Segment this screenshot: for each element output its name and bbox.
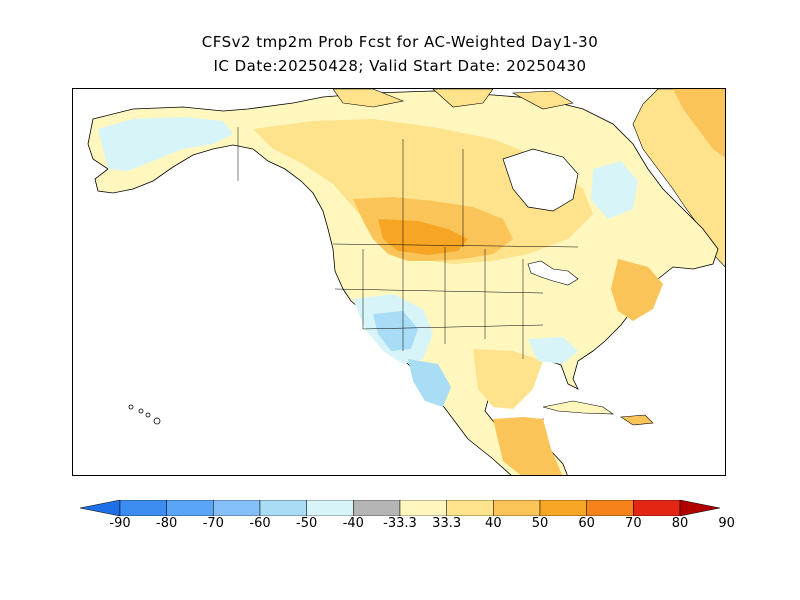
- northeast-warm-region: [611, 259, 663, 321]
- colorbar-tick-label: 90: [718, 516, 735, 531]
- colorbar-cell: [306, 500, 354, 516]
- colorbar-cell: [446, 500, 494, 516]
- northern-plains-hot-core: [378, 219, 468, 255]
- color-legend-bar: [80, 500, 720, 516]
- north-america-map: [73, 89, 725, 475]
- map-title-line2: IC Date:20250428; Valid Start Date: 2025…: [213, 57, 587, 75]
- colorbar-tick-label: -70: [202, 516, 224, 531]
- colorbar-cell: [633, 500, 681, 516]
- colorbar-tick-label: 60: [578, 516, 595, 531]
- hispaniola-island: [620, 414, 654, 426]
- colorbar-tick-label: -90: [109, 516, 131, 531]
- colorbar-tick-label: -80: [156, 516, 178, 531]
- colorbar-cell: [213, 500, 261, 516]
- colorbar-cell: [493, 500, 541, 516]
- map-panel: [72, 88, 726, 476]
- quebec-cool-region: [591, 161, 638, 219]
- colorbar-cell: [399, 500, 447, 516]
- gulf-coast-cool-region: [528, 337, 578, 364]
- colorbar-tick-label: 40: [485, 516, 502, 531]
- colorbar-tick-label: 80: [671, 516, 689, 531]
- colorbar-arrow-right: [679, 500, 720, 516]
- colorbar-cell: [539, 500, 587, 516]
- gulf-coast-warm-region: [473, 349, 543, 409]
- hawaii-islands: [128, 404, 161, 425]
- canada-warm-region: [253, 119, 593, 264]
- mexico-cool-region: [408, 359, 451, 407]
- colorbar-cell: [259, 500, 307, 516]
- colorbar-cell: [586, 500, 634, 516]
- central-america-warm-region: [493, 417, 563, 475]
- political-boundaries: [237, 127, 579, 359]
- alaska-cool-region: [98, 117, 233, 171]
- arctic-islands: [332, 89, 574, 110]
- colorbar-tick-label: 70: [625, 516, 642, 531]
- colorbar-cell: [119, 500, 167, 516]
- colorbar-tick-label: 50: [531, 516, 549, 531]
- southwest-cooler-core: [373, 311, 418, 351]
- map-title-line1: CFSv2 tmp2m Prob Fcst for AC-Weighted Da…: [201, 33, 599, 51]
- colorbar-tick-label: -60: [249, 516, 271, 531]
- colorbar-arrow-left: [80, 500, 121, 516]
- colorbar-tick-label: 33.3: [432, 516, 462, 531]
- colorbar-tick-label: -40: [342, 516, 364, 531]
- greenland-warm-region: [673, 89, 725, 158]
- colorbar-tick-label: -33.3: [383, 516, 417, 531]
- hudson-bay: [502, 148, 579, 212]
- cuba-island: [542, 400, 614, 415]
- colorbar-tick-label: -50: [296, 516, 318, 531]
- colorbar-cell: [353, 500, 401, 516]
- great-lakes: [527, 260, 579, 286]
- colorbar-cell: [166, 500, 214, 516]
